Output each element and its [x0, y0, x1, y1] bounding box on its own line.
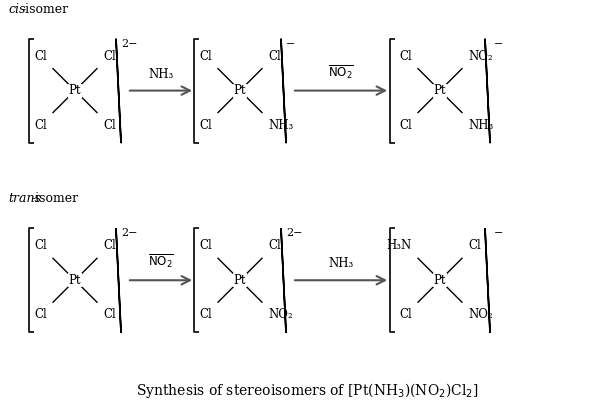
Text: Cl: Cl	[34, 118, 47, 131]
Text: Pt: Pt	[234, 274, 246, 287]
Text: Cl: Cl	[200, 118, 212, 131]
Text: −: −	[494, 39, 503, 49]
Text: Pt: Pt	[69, 274, 81, 287]
Text: Cl: Cl	[103, 308, 116, 321]
Text: NO₂: NO₂	[468, 50, 492, 63]
Text: Cl: Cl	[268, 50, 281, 63]
Text: cis: cis	[8, 3, 25, 16]
Text: Cl: Cl	[34, 239, 47, 252]
Text: Cl: Cl	[200, 239, 212, 252]
Text: −: −	[494, 229, 503, 239]
Text: −: −	[286, 39, 295, 49]
Text: 2−: 2−	[286, 229, 303, 239]
Text: -isomer: -isomer	[22, 3, 69, 16]
Text: $\overline{\rm NO_2}$: $\overline{\rm NO_2}$	[328, 63, 354, 80]
Text: H₃N: H₃N	[387, 239, 412, 252]
Text: Cl: Cl	[200, 308, 212, 321]
Text: Cl: Cl	[103, 50, 116, 63]
Text: -isomer: -isomer	[32, 192, 79, 206]
Text: NH₃: NH₃	[328, 257, 354, 270]
Text: Cl: Cl	[200, 50, 212, 63]
Text: Cl: Cl	[34, 308, 47, 321]
Text: Pt: Pt	[234, 84, 246, 97]
Text: trans: trans	[8, 192, 41, 206]
Text: Cl: Cl	[34, 50, 47, 63]
Text: NH₃: NH₃	[149, 68, 174, 80]
Text: Cl: Cl	[268, 239, 281, 252]
Text: Cl: Cl	[399, 308, 412, 321]
Text: $\overline{\rm NO_2}$: $\overline{\rm NO_2}$	[148, 253, 174, 270]
Text: NH₃: NH₃	[468, 118, 493, 131]
Text: NO₂: NO₂	[268, 308, 293, 321]
Text: 2−: 2−	[121, 39, 138, 49]
Text: 2−: 2−	[121, 229, 138, 239]
Text: Cl: Cl	[399, 118, 412, 131]
Text: Cl: Cl	[468, 239, 481, 252]
Text: Synthesis of stereoisomers of [Pt(NH$_3$)(NO$_2$)Cl$_2$]: Synthesis of stereoisomers of [Pt(NH$_3$…	[136, 381, 478, 400]
Text: NH₃: NH₃	[268, 118, 293, 131]
Text: Cl: Cl	[399, 50, 412, 63]
Text: Cl: Cl	[103, 239, 116, 252]
Text: Cl: Cl	[103, 118, 116, 131]
Text: Pt: Pt	[69, 84, 81, 97]
Text: Pt: Pt	[433, 274, 446, 287]
Text: NO₂: NO₂	[468, 308, 492, 321]
Text: Pt: Pt	[433, 84, 446, 97]
